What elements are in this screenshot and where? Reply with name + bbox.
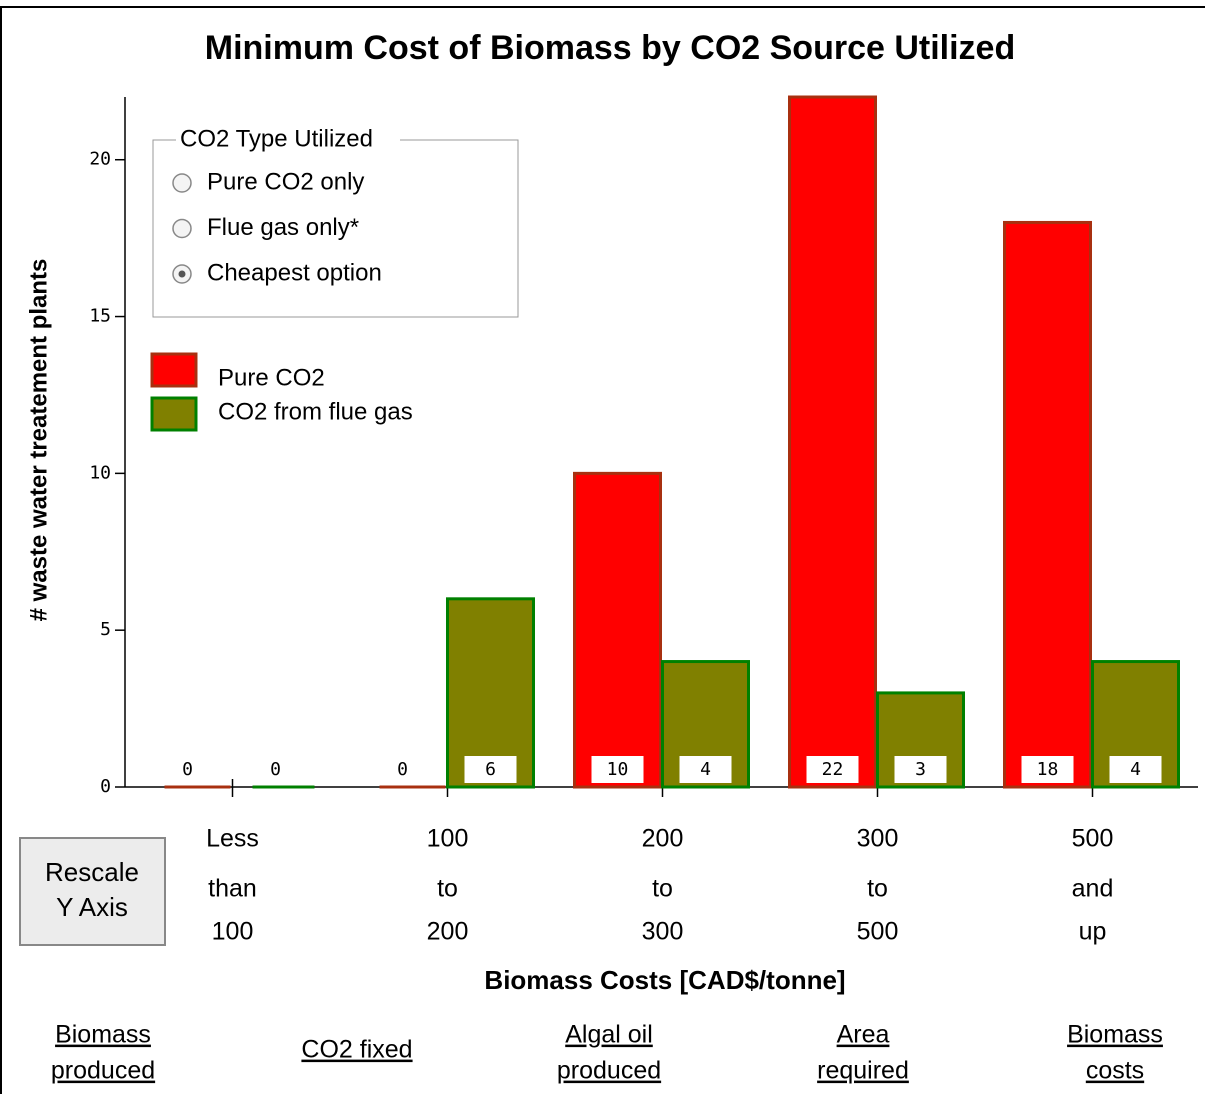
x-axis-label: Biomass Costs [CAD$/tonne] <box>484 965 845 995</box>
bar <box>876 691 965 789</box>
value-label: 6 <box>485 759 496 780</box>
radio-dot[interactable] <box>178 270 186 278</box>
value-label: 18 <box>1037 759 1059 780</box>
y-tick-label: 15 <box>89 306 111 327</box>
nav-link[interactable]: CO2 fixed <box>301 1036 412 1064</box>
x-tick-label: 100 <box>427 825 469 853</box>
x-tick-label: to <box>652 875 673 903</box>
nav-link[interactable]: costs <box>1086 1057 1144 1085</box>
chart-title: Minimum Cost of Biomass by CO2 Source Ut… <box>205 29 1015 67</box>
value-label-box <box>1109 756 1162 783</box>
value-label-box <box>591 756 644 783</box>
value-label-box <box>894 756 947 783</box>
radio-button[interactable] <box>172 218 192 239</box>
y-tick-label: 0 <box>100 776 111 797</box>
nav-link[interactable]: Algal oil <box>565 1021 653 1049</box>
x-tick-label: 100 <box>212 918 254 946</box>
legend-label: CO2 from flue gas <box>218 398 413 425</box>
value-label-box <box>806 756 859 783</box>
y-tick-label: 20 <box>89 149 111 170</box>
nav-link[interactable]: produced <box>557 1057 661 1085</box>
radio-group-legend: CO2 Type Utilized <box>180 125 373 152</box>
y-axis-label: # waste water treatement plants <box>25 259 52 622</box>
x-tick-label: to <box>437 875 458 903</box>
value-label-box <box>1021 756 1074 783</box>
legend-swatch <box>150 396 198 432</box>
y-tick-label: 10 <box>89 462 111 483</box>
value-label: 10 <box>607 759 629 780</box>
value-label: 4 <box>1130 759 1141 780</box>
bar <box>1003 220 1092 789</box>
x-tick-label: 500 <box>1072 825 1114 853</box>
value-label: 3 <box>915 759 926 780</box>
value-label: 4 <box>700 759 711 780</box>
radio-label[interactable]: Pure CO2 only <box>207 168 364 195</box>
legend-swatch <box>150 352 198 388</box>
x-tick-label: to <box>867 875 888 903</box>
nav-link[interactable]: required <box>817 1057 909 1085</box>
button-face[interactable] <box>19 837 166 946</box>
x-tick-label: 300 <box>642 918 684 946</box>
bar <box>788 95 877 789</box>
x-tick-label: 500 <box>857 918 899 946</box>
value-label: 0 <box>270 759 281 780</box>
bar <box>573 471 662 789</box>
x-tick-label: 200 <box>427 918 469 946</box>
x-tick-label: up <box>1079 918 1107 946</box>
value-label: 0 <box>397 759 408 780</box>
value-label: 22 <box>822 759 844 780</box>
radio-label[interactable]: Flue gas only* <box>207 214 359 241</box>
x-tick-label: than <box>208 875 257 903</box>
rescale-button[interactable]: Rescale Y Axis <box>19 837 166 946</box>
value-label-box <box>464 756 517 783</box>
nav-link[interactable]: Biomass <box>1067 1021 1163 1049</box>
x-tick-label: 300 <box>857 825 899 853</box>
button-label[interactable]: Y Axis <box>56 892 128 922</box>
nav-link[interactable]: Biomass <box>55 1021 151 1049</box>
x-tick-label: 200 <box>642 825 684 853</box>
bar <box>446 597 535 789</box>
x-tick-label: Less <box>206 825 259 853</box>
value-label-box <box>679 756 732 783</box>
x-tick-label: and <box>1072 875 1114 903</box>
nav-link[interactable]: Area <box>837 1021 890 1049</box>
button-label[interactable]: Rescale <box>45 857 139 887</box>
radio-label[interactable]: Cheapest option <box>207 259 382 286</box>
radio-button[interactable] <box>172 173 192 193</box>
value-label: 0 <box>182 759 193 780</box>
radio-legend-bg <box>176 128 400 152</box>
nav-link[interactable]: produced <box>51 1057 155 1085</box>
legend-label: Pure CO2 <box>218 364 325 391</box>
y-tick-label: 5 <box>100 619 111 640</box>
